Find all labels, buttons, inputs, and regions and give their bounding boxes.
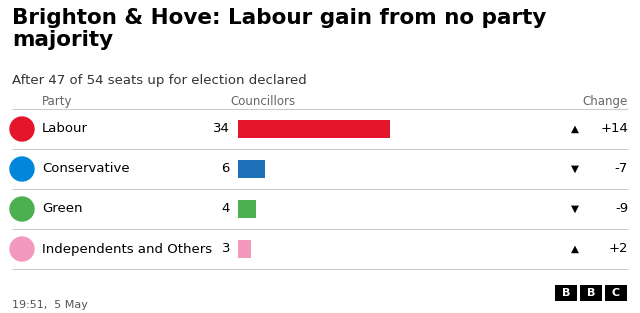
Text: B: B	[562, 288, 570, 298]
Bar	[238, 240, 252, 258]
Text: C: C	[612, 288, 620, 298]
Text: Green: Green	[42, 203, 83, 215]
Bar	[580, 285, 602, 301]
Bar	[555, 285, 577, 301]
Text: Change: Change	[583, 95, 628, 108]
Text: +14: +14	[600, 122, 628, 136]
Bar	[238, 160, 265, 178]
Bar	[238, 120, 390, 138]
Text: 4: 4	[221, 203, 230, 215]
Text: -7: -7	[615, 162, 628, 176]
Text: -9: -9	[615, 203, 628, 215]
Circle shape	[10, 237, 34, 261]
Text: +2: +2	[609, 243, 628, 255]
Circle shape	[10, 157, 34, 181]
Bar	[238, 200, 256, 218]
Text: Independents and Others: Independents and Others	[42, 243, 212, 255]
Text: 19:51,  5 May: 19:51, 5 May	[12, 300, 88, 310]
Text: 34: 34	[213, 122, 230, 136]
Text: ▼: ▼	[571, 164, 579, 174]
Text: ▲: ▲	[571, 124, 579, 134]
Text: Brighton & Hove: Labour gain from no party
majority: Brighton & Hove: Labour gain from no par…	[12, 8, 547, 50]
Bar	[605, 285, 627, 301]
Text: ▼: ▼	[571, 204, 579, 214]
Circle shape	[10, 117, 34, 141]
Text: After 47 of 54 seats up for election declared: After 47 of 54 seats up for election dec…	[12, 74, 307, 87]
Circle shape	[10, 197, 34, 221]
Text: Conservative: Conservative	[42, 162, 130, 176]
Text: B: B	[587, 288, 595, 298]
Text: 6: 6	[221, 162, 230, 176]
Text: ▲: ▲	[571, 244, 579, 254]
Text: Labour: Labour	[42, 122, 88, 136]
Text: Party: Party	[42, 95, 72, 108]
Text: Councillors: Councillors	[230, 95, 295, 108]
Text: 3: 3	[221, 243, 230, 255]
